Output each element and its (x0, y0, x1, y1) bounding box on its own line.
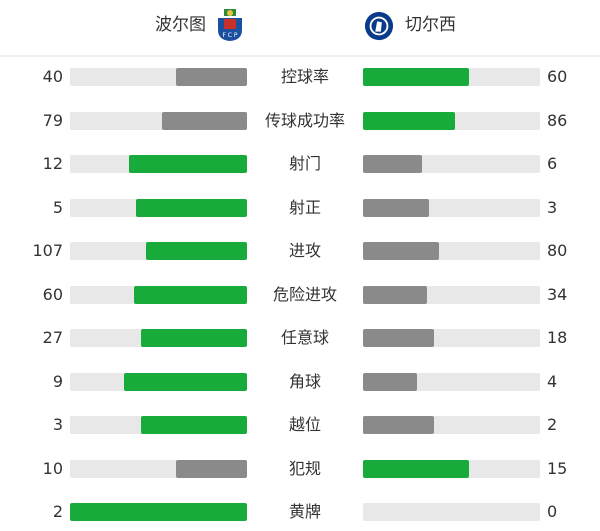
home-bar (70, 459, 247, 478)
home-value: 3 (52, 415, 63, 434)
away-team-name: 切尔西 (405, 15, 456, 35)
stat-row: 107 进攻 80 (0, 240, 600, 262)
home-value: 79 (42, 110, 63, 130)
stat-label: 越位 (288, 415, 321, 434)
home-bar (70, 416, 247, 434)
away-bar (363, 372, 540, 391)
stat-row: 9 角球 4 (0, 371, 600, 393)
stat-label: 射正 (288, 197, 321, 217)
chelsea-crest-icon (364, 11, 394, 41)
home-bar-fill (134, 285, 247, 304)
away-bar-fill (363, 111, 456, 130)
stat-row: 27 任意球 18 (0, 327, 600, 349)
away-bar-fill (363, 155, 422, 173)
home-bar-fill (124, 372, 247, 391)
stat-label: 黄牌 (288, 502, 321, 521)
stat-row: 79 传球成功率 86 (0, 110, 600, 132)
home-value: 12 (42, 154, 63, 173)
away-value: 3 (547, 197, 558, 217)
stat-row: 3 越位 2 (0, 414, 600, 436)
home-value: 40 (42, 67, 63, 86)
home-bar-fill (162, 111, 247, 130)
home-value: 9 (52, 371, 63, 391)
stat-row: 60 危险进攻 34 (0, 284, 600, 306)
stat-row: 10 犯规 15 (0, 458, 600, 480)
away-value: 0 (547, 502, 558, 521)
stat-label: 角球 (288, 371, 321, 391)
home-bar (70, 198, 247, 217)
home-bar-fill (136, 198, 247, 217)
home-value: 5 (52, 197, 63, 217)
away-value: 80 (547, 241, 568, 260)
away-bar (363, 242, 540, 260)
away-value: 6 (547, 154, 558, 173)
away-bar (363, 329, 540, 347)
stat-label: 射门 (288, 154, 321, 173)
away-bar (363, 155, 540, 173)
away-bar-fill (363, 459, 470, 478)
home-bar (70, 68, 247, 86)
stat-row: 40 控球率 60 (0, 66, 600, 88)
stat-label: 进攻 (288, 241, 321, 260)
away-bar (363, 416, 540, 434)
away-bar-fill (363, 416, 434, 434)
away-value: 2 (547, 415, 558, 434)
away-value: 18 (547, 328, 568, 347)
away-value: 60 (547, 67, 568, 86)
home-bar (70, 111, 247, 130)
home-bar (70, 372, 247, 391)
home-bar-fill (140, 416, 247, 434)
away-bar (363, 198, 540, 217)
home-bar-fill (176, 459, 247, 478)
home-bar (70, 503, 247, 521)
stat-label: 任意球 (280, 328, 329, 347)
away-value: 34 (547, 284, 568, 304)
home-bar-fill (145, 242, 247, 260)
home-team-name: 波尔图 (155, 15, 206, 35)
home-bar (70, 155, 247, 173)
away-bar-fill (363, 242, 439, 260)
stat-label: 传球成功率 (264, 110, 345, 130)
match-header: 波尔图 F C P 切尔西 (0, 0, 600, 57)
home-bar (70, 285, 247, 304)
home-bar-fill (70, 503, 247, 521)
away-bar (363, 68, 540, 86)
stat-label: 控球率 (280, 67, 329, 86)
home-bar-fill (129, 155, 247, 173)
home-bar (70, 242, 247, 260)
home-value: 2 (52, 502, 63, 521)
stat-row: 12 射门 6 (0, 153, 600, 175)
away-bar-fill (363, 372, 418, 391)
away-bar (363, 285, 540, 304)
home-value: 10 (42, 458, 63, 478)
away-bar-fill (363, 329, 434, 347)
away-bar-fill (363, 68, 470, 86)
home-bar-fill (140, 329, 247, 347)
home-bar-fill (176, 68, 247, 86)
stat-label: 危险进攻 (272, 284, 337, 304)
home-value: 107 (32, 241, 63, 260)
away-bar (363, 503, 540, 521)
stat-label: 犯规 (288, 458, 321, 478)
home-value: 27 (42, 328, 63, 347)
away-bar (363, 459, 540, 478)
home-value: 60 (42, 284, 63, 304)
svg-text:F C P: F C P (222, 32, 237, 39)
fc-porto-crest-icon: F C P (218, 9, 242, 41)
stat-row: 2 黄牌 0 (0, 501, 600, 523)
away-value: 86 (547, 110, 568, 130)
away-bar-fill (363, 198, 430, 217)
home-bar (70, 329, 247, 347)
away-bar-fill (363, 285, 428, 304)
away-value: 4 (547, 371, 558, 391)
away-bar (363, 111, 540, 130)
stat-row: 5 射正 3 (0, 197, 600, 219)
away-value: 15 (547, 458, 568, 478)
